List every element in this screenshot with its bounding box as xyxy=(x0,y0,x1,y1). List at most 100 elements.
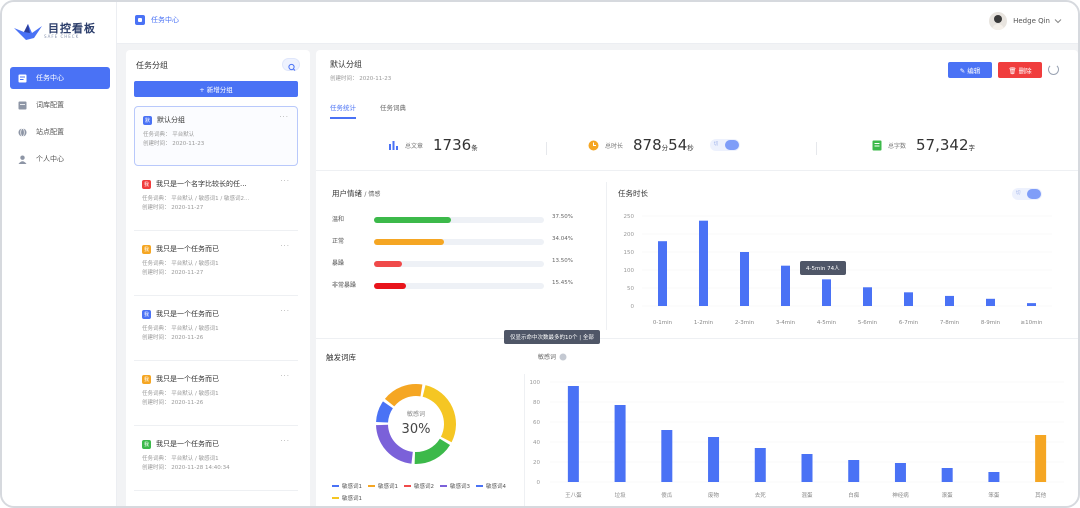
x-tick-label: 混蛋 xyxy=(801,491,813,499)
sidebar-item-personal-center[interactable]: 个人中心 xyxy=(10,148,110,170)
add-group-button[interactable]: + 新增分组 xyxy=(134,81,298,97)
group-card-date: 创建时间： 2020-11-23 xyxy=(143,141,205,147)
legend-item[interactable]: 敏感词4 xyxy=(476,482,506,490)
sensitive-bar[interactable] xyxy=(1035,435,1047,482)
group-card-date: 创建时间： 2020-11-26 xyxy=(142,400,204,406)
group-card-name: 我只是一个名字比较长的任... xyxy=(156,180,247,188)
chevron-down-icon[interactable] xyxy=(1054,18,1062,24)
donut-slice[interactable] xyxy=(376,401,393,423)
group-card[interactable]: 默默认分组 任务词典： 平台默认 创建时间： 2020-11-23 ··· xyxy=(134,106,298,166)
attitude-track xyxy=(374,217,544,223)
legend-item[interactable]: 敏感词1 xyxy=(368,482,398,490)
avatar[interactable] xyxy=(989,12,1008,30)
divider xyxy=(816,142,817,155)
breadcrumb: 任务中心 xyxy=(135,15,179,25)
tab-bar: 任务统计 任务词典 xyxy=(330,102,430,119)
user-menu[interactable]: Hedge Qin xyxy=(989,12,1062,30)
tab-task-stats[interactable]: 任务统计 xyxy=(330,102,356,119)
sensitive-bar[interactable] xyxy=(941,468,953,482)
page-subtitle: 创建时间： 2020-11-23 xyxy=(330,76,392,82)
duration-bar[interactable] xyxy=(904,292,913,306)
duration-bar[interactable] xyxy=(658,241,667,306)
more-icon[interactable]: ··· xyxy=(280,307,290,315)
sensitive-bar[interactable] xyxy=(988,472,1000,482)
sensitive-bar[interactable] xyxy=(708,437,720,482)
attitude-track xyxy=(374,239,544,245)
sensitive-bar[interactable] xyxy=(848,460,860,482)
duration-bar[interactable] xyxy=(781,265,790,306)
stat-toggle[interactable]: 切 xyxy=(709,139,740,151)
duration-bar[interactable] xyxy=(863,287,872,306)
more-icon[interactable]: ··· xyxy=(280,242,290,250)
more-icon[interactable]: ··· xyxy=(280,177,290,185)
legend-item[interactable]: 敏感词3 xyxy=(440,482,470,490)
group-search-button[interactable] xyxy=(282,58,300,71)
x-tick-label: 滚蛋 xyxy=(942,491,954,499)
edit-button[interactable]: ✎ 编辑 xyxy=(948,62,992,78)
more-icon[interactable]: ··· xyxy=(280,372,290,380)
duration-chart-toggle[interactable]: 切 xyxy=(1012,188,1042,200)
group-panel-title: 任务分组 xyxy=(136,61,168,70)
sidebar-item-lexicon-config[interactable]: 词库配置 xyxy=(10,94,110,116)
more-icon[interactable]: ··· xyxy=(280,437,290,445)
sensitive-words-bar-chart: 0 20 40 60 80 100 王八蛋 垃圾 傻瓜 废物 去死 混蛋 白痴 神经病 滚蛋 笨蛋 其他 xyxy=(530,380,1064,499)
delete-button[interactable]: 🗑 删除 xyxy=(998,62,1042,78)
donut-slice[interactable] xyxy=(376,424,413,464)
legend-item[interactable]: 敏感词1 xyxy=(332,482,362,490)
sidebar: 目控看板 SAFE CHECK 任务中心 词库配置 站点配置 个人中心 xyxy=(2,2,117,506)
group-card[interactable]: 我我只是一个任务而已任务词典： 平台默认 / 敏感词1 创建时间： 2020-11… xyxy=(134,366,298,426)
y-tick-label: 200 xyxy=(624,232,635,238)
breadcrumb-label[interactable]: 任务中心 xyxy=(151,16,179,24)
sensitive-bar[interactable] xyxy=(567,386,579,482)
group-card[interactable]: 我我只是一个任务而已 任务词典： 平台默认 / 敏感词1 创建时间： 2020-11… xyxy=(134,301,298,361)
y-tick-label: 80 xyxy=(533,400,540,406)
divider xyxy=(524,374,525,506)
info-icon[interactable] xyxy=(559,353,567,361)
sidebar-item-site-config[interactable]: 站点配置 xyxy=(10,121,110,143)
username[interactable]: Hedge Qin xyxy=(1013,17,1050,25)
x-tick-label: 4-5min xyxy=(817,320,837,326)
duration-bar[interactable] xyxy=(986,298,995,306)
group-card-title: 默默认分组 xyxy=(143,115,289,125)
group-card-title: 我我只是一个任务而已 xyxy=(142,374,290,384)
tab-task-lexicon[interactable]: 任务词典 xyxy=(380,104,406,112)
legend-item[interactable]: 敏感词1 xyxy=(332,494,362,502)
stat-value: 1736条 xyxy=(433,136,478,154)
sensitive-bar[interactable] xyxy=(801,454,813,482)
donut-slice[interactable] xyxy=(384,384,423,407)
group-badge-icon: 我 xyxy=(142,439,151,449)
y-tick-label: 100 xyxy=(624,268,635,274)
duration-bar[interactable] xyxy=(699,220,708,306)
legend-item[interactable]: 敏感词2 xyxy=(404,482,434,490)
group-card-lexicon: 任务词典： 平台默认 / 敏感词1 xyxy=(142,261,219,267)
group-card[interactable]: 我我只是一个任务而已 任务词典： 平台默认 / 敏感词1 创建时间： 2020-11… xyxy=(134,431,298,491)
donut-slice[interactable] xyxy=(414,438,451,464)
group-card-name: 默认分组 xyxy=(157,116,185,124)
group-card-lexicon: 任务词典： 平台默认 / 敏感词1 xyxy=(142,391,219,397)
group-card[interactable]: 我我只是一个名字比较长的任... 任务词典： 平台默认 / 敏感词1 / 敏感词2… xyxy=(134,171,298,231)
duration-bar[interactable] xyxy=(1027,303,1036,306)
sensitive-bar[interactable] xyxy=(661,430,673,482)
group-card[interactable]: 我我只是一个任务而已 任务词典： 平台默认 / 敏感词1 创建时间： 2020-11… xyxy=(134,236,298,296)
stat-total-duration: 总时长 878分54秒 切 xyxy=(588,136,740,154)
sidebar-item-label: 任务中心 xyxy=(36,74,64,82)
duration-bar-chart: 0 50 100 150 200 250 0-1min 1-2min 2-3min 3-4min 4… xyxy=(624,214,1052,326)
duration-bar[interactable] xyxy=(740,252,749,306)
donut-slice[interactable] xyxy=(422,385,456,443)
trigger-donut-chart xyxy=(376,384,456,464)
duration-bar[interactable] xyxy=(945,295,954,306)
stat-total-words: 总字数 57,342字 xyxy=(872,136,975,154)
attitude-fill xyxy=(374,217,451,223)
sensitive-bar[interactable] xyxy=(894,463,906,482)
sensitive-bar[interactable] xyxy=(754,448,766,482)
sidebar-item-label: 词库配置 xyxy=(36,101,64,109)
stat-label: 总文章 xyxy=(405,142,424,150)
duration-bar[interactable] xyxy=(822,279,831,306)
refresh-icon[interactable] xyxy=(1048,64,1059,75)
attitude-row: 正常 34.04% xyxy=(332,236,574,246)
more-icon[interactable]: ··· xyxy=(279,113,289,121)
stat-label: 总字数 xyxy=(888,142,907,150)
sensitive-bar[interactable] xyxy=(614,405,626,482)
x-tick-label: 白痴 xyxy=(848,491,860,499)
sidebar-item-task-center[interactable]: 任务中心 xyxy=(10,67,110,89)
